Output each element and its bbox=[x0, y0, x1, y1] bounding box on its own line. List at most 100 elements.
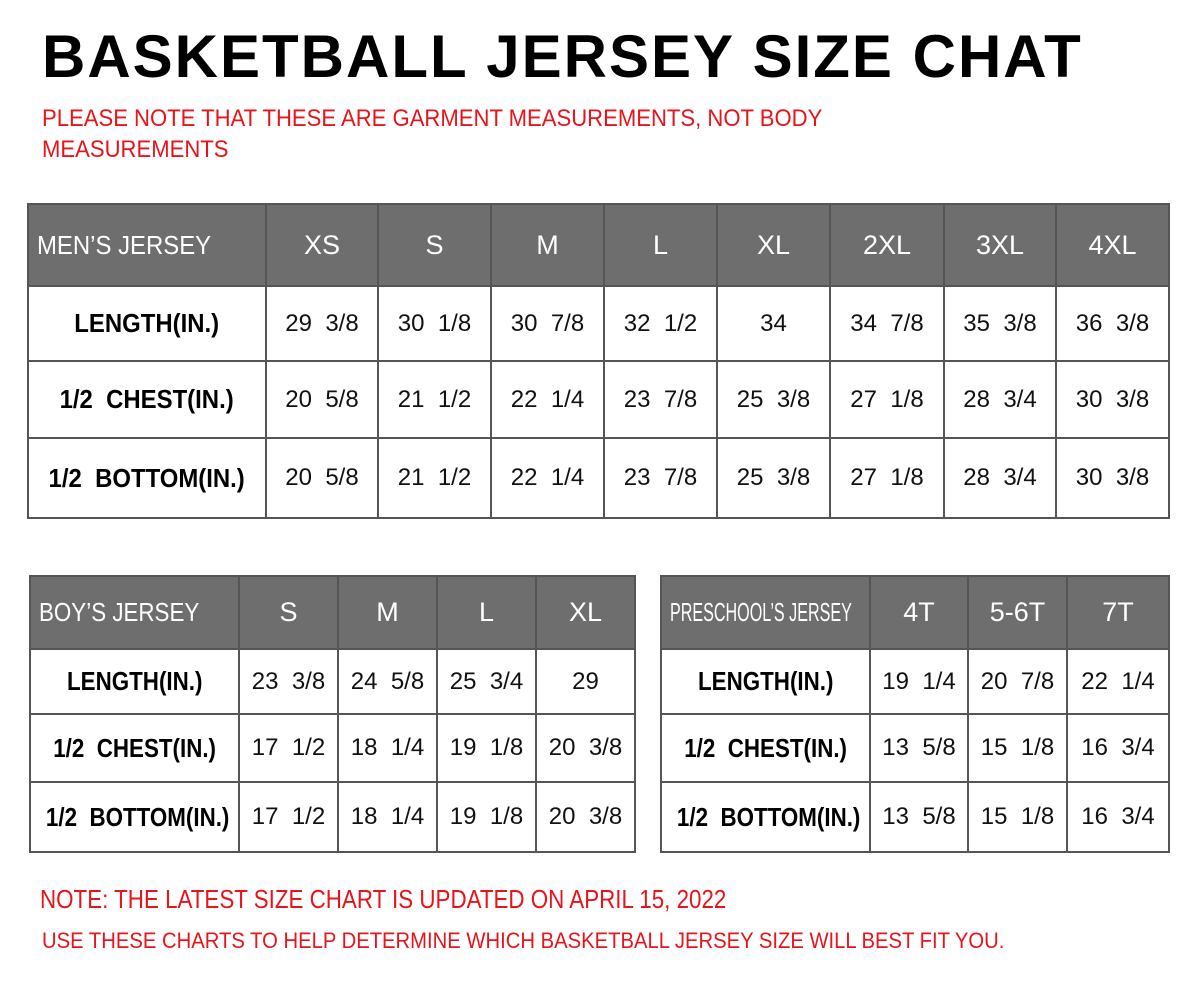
size-header: M bbox=[337, 575, 438, 650]
measurement-value: 21 1/2 bbox=[377, 360, 492, 439]
measurement-value: 22 1/4 bbox=[1066, 648, 1170, 715]
measurement-value: 25 3/4 bbox=[436, 648, 537, 715]
table-row: LENGTH(IN.) 23 3/8 24 5/8 25 3/4 29 bbox=[29, 648, 636, 715]
header-row: MEN’S JERSEY XS S M L XL 2XL 3XL 4XL bbox=[27, 203, 1170, 287]
measurement-value: 28 3/4 bbox=[943, 360, 1057, 439]
cell-text: S bbox=[425, 229, 444, 260]
cell-text: L bbox=[652, 229, 669, 260]
measurement-label: LENGTH(IN.) bbox=[660, 648, 871, 715]
cell-label-text: BOY’S JERSEY bbox=[39, 597, 200, 627]
cell-text: 15 1/8 bbox=[980, 803, 1055, 830]
cell-label-text: 1/2 CHEST(IN.) bbox=[59, 384, 235, 414]
measurement-value: 17 1/2 bbox=[238, 713, 339, 783]
cell-label-text: 1/2 BOTTOM(IN.) bbox=[45, 801, 230, 832]
cell-text: 17 1/2 bbox=[251, 803, 326, 830]
table-row: 1/2 BOTTOM(IN.) 20 5/8 21 1/2 22 1/4 23 7/8 2… bbox=[27, 437, 1170, 519]
cell-text: M bbox=[536, 229, 559, 260]
cell-text: 21 1/2 bbox=[397, 385, 472, 413]
size-header: XS bbox=[265, 203, 379, 287]
measurement-value: 34 bbox=[716, 285, 831, 362]
cell-text: 20 3/8 bbox=[548, 803, 623, 830]
measurement-value: 20 3/8 bbox=[535, 713, 636, 783]
cell-text: 16 3/4 bbox=[1081, 803, 1155, 830]
measurement-value: 27 1/8 bbox=[829, 360, 945, 439]
measurement-value: 18 1/4 bbox=[337, 713, 438, 783]
cell-text: 20 7/8 bbox=[980, 667, 1055, 695]
measurement-label: LENGTH(IN.) bbox=[27, 285, 267, 362]
table-row: 1/2 BOTTOM(IN.) 13 5/8 15 1/8 16 3/4 bbox=[660, 781, 1170, 853]
measurement-value: 32 1/2 bbox=[603, 285, 718, 362]
measurement-value: 21 1/2 bbox=[377, 437, 492, 519]
measurement-value: 16 3/4 bbox=[1066, 713, 1170, 783]
cell-text: 13 5/8 bbox=[882, 734, 956, 761]
cell-text: 30 3/8 bbox=[1075, 385, 1150, 413]
cell-text: 22 1/4 bbox=[1081, 667, 1155, 695]
cell-label-text: 1/2 BOTTOM(IN.) bbox=[48, 462, 246, 493]
measurement-label: LENGTH(IN.) bbox=[29, 648, 240, 715]
table-row: 1/2 CHEST(IN.) 20 5/8 21 1/2 22 1/4 23 7/8 25… bbox=[27, 360, 1170, 439]
garment-note: PLEASE NOTE THAT THESE ARE GARMENT MEASU… bbox=[42, 105, 822, 163]
size-header: 4XL bbox=[1055, 203, 1170, 287]
cell-text: 29 bbox=[572, 667, 599, 695]
size-header: M bbox=[490, 203, 605, 287]
measurement-value: 20 5/8 bbox=[265, 437, 379, 519]
cell-text: 28 3/4 bbox=[963, 464, 1037, 491]
measurement-value: 30 7/8 bbox=[490, 285, 605, 362]
cell-label-text: LENGTH(IN.) bbox=[66, 666, 203, 696]
measurement-value: 30 3/8 bbox=[1055, 437, 1170, 519]
table-row: 1/2 CHEST(IN.) 17 1/2 18 1/4 19 1/8 20 3/8 bbox=[29, 713, 636, 783]
cell-text: 20 5/8 bbox=[285, 385, 359, 413]
measurement-value: 19 1/8 bbox=[436, 781, 537, 853]
cell-text: 24 5/8 bbox=[350, 667, 425, 695]
cell-text: 19 1/8 bbox=[449, 803, 524, 830]
cell-text: 16 3/4 bbox=[1081, 734, 1155, 761]
table-title-cell: PRESCHOOL’S JERSEY bbox=[660, 575, 871, 650]
cell-text: 4XL bbox=[1088, 229, 1137, 260]
measurement-label: 1/2 BOTTOM(IN.) bbox=[29, 781, 240, 853]
size-header: S bbox=[238, 575, 339, 650]
cell-text: 35 3/8 bbox=[963, 309, 1037, 337]
table-row: 1/2 BOTTOM(IN.) 17 1/2 18 1/4 19 1/8 20 3/8 bbox=[29, 781, 636, 853]
cell-text: 34 bbox=[760, 309, 787, 337]
size-header: 4T bbox=[869, 575, 969, 650]
cell-text: 19 1/4 bbox=[882, 667, 956, 695]
cell-text: 27 1/8 bbox=[850, 464, 924, 491]
cell-label-text: LENGTH(IN.) bbox=[74, 308, 220, 338]
cell-label-text: LENGTH(IN.) bbox=[697, 666, 834, 696]
header-row: BOY’S JERSEY S M L XL bbox=[29, 575, 636, 650]
size-header: 5-6T bbox=[967, 575, 1068, 650]
table-title-cell: BOY’S JERSEY bbox=[29, 575, 240, 650]
cell-text: 2XL bbox=[862, 229, 912, 260]
cell-text: XL bbox=[756, 229, 791, 260]
cell-text: 4T bbox=[903, 597, 935, 627]
cell-text: 29 3/8 bbox=[285, 309, 359, 337]
table-row: LENGTH(IN.) 29 3/8 30 1/8 30 7/8 32 1/2 34 34 … bbox=[27, 285, 1170, 362]
measurement-value: 30 3/8 bbox=[1055, 360, 1170, 439]
cell-text: 27 1/8 bbox=[850, 385, 924, 413]
cell-text: 18 1/4 bbox=[350, 803, 425, 830]
cell-text: 23 7/8 bbox=[623, 464, 698, 491]
size-header: L bbox=[436, 575, 537, 650]
size-header: 3XL bbox=[943, 203, 1057, 287]
cell-text: 13 5/8 bbox=[882, 803, 956, 830]
measurement-value: 20 3/8 bbox=[535, 781, 636, 853]
boys-size-table: BOY’S JERSEY S M L XL LENGTH(IN.) 23 3/8 24 5/8… bbox=[29, 575, 636, 853]
measurement-value: 29 bbox=[535, 648, 636, 715]
measurement-value: 22 1/4 bbox=[490, 437, 605, 519]
table-row: 1/2 CHEST(IN.) 13 5/8 15 1/8 16 3/4 bbox=[660, 713, 1170, 783]
cell-text: 25 3/8 bbox=[736, 464, 811, 491]
cell-label-text: 1/2 CHEST(IN.) bbox=[684, 732, 847, 763]
cell-text: XS bbox=[303, 229, 341, 260]
measurement-label: 1/2 CHEST(IN.) bbox=[29, 713, 240, 783]
cell-text: 25 3/4 bbox=[449, 667, 524, 695]
cell-text: 21 1/2 bbox=[397, 464, 472, 491]
cell-text: 25 3/8 bbox=[736, 385, 811, 413]
measurement-value: 13 5/8 bbox=[869, 713, 969, 783]
cell-text: 7T bbox=[1102, 597, 1134, 627]
measurement-value: 23 3/8 bbox=[238, 648, 339, 715]
preschool-size-table: PRESCHOOL’S JERSEY 4T 5-6T 7T LENGTH(IN.) 19 … bbox=[660, 575, 1170, 853]
measurement-value: 25 3/8 bbox=[716, 360, 831, 439]
cell-text: 3XL bbox=[975, 229, 1025, 260]
cell-text: XL bbox=[568, 597, 603, 627]
measurement-value: 36 3/8 bbox=[1055, 285, 1170, 362]
